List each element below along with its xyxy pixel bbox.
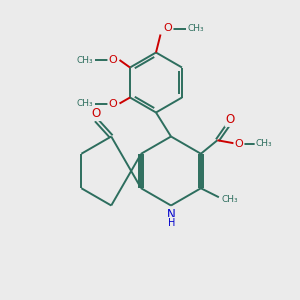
Text: CH₃: CH₃ (221, 195, 238, 204)
Text: CH₃: CH₃ (256, 139, 272, 148)
Text: O: O (109, 55, 117, 65)
Text: O: O (235, 139, 243, 149)
Text: O: O (226, 113, 235, 126)
Text: O: O (92, 107, 101, 120)
Text: O: O (109, 98, 117, 109)
Text: CH₃: CH₃ (76, 56, 93, 65)
Text: N: N (167, 208, 176, 221)
Text: O: O (164, 23, 172, 33)
Text: H: H (168, 218, 175, 228)
Text: CH₃: CH₃ (188, 24, 204, 33)
Text: CH₃: CH₃ (76, 99, 93, 108)
